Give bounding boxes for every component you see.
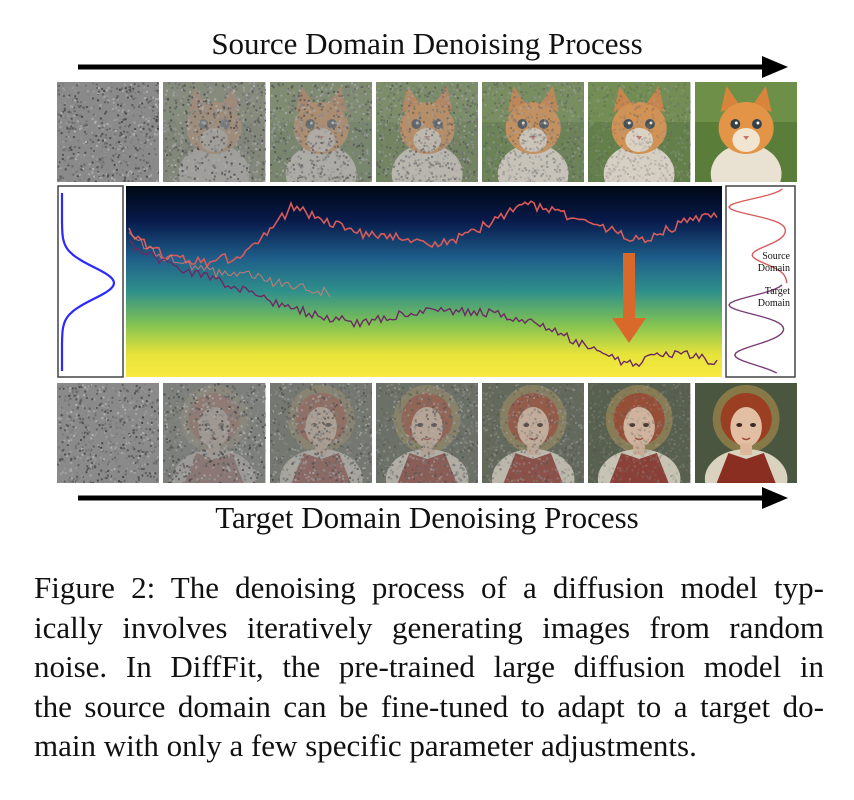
target-distribution-curve (728, 284, 785, 374)
distribution-panel: Source Domain Target Domain (57, 185, 797, 380)
denoising-step-image (482, 82, 585, 182)
target-process-title: Target Domain Denoising Process (215, 500, 639, 535)
denoising-step-image (269, 82, 372, 182)
denoising-step-image (588, 82, 691, 182)
figure-caption: Figure 2: The denoising process of a dif… (34, 568, 824, 766)
denoising-step-image (163, 383, 266, 483)
denoising-step-image (482, 383, 585, 483)
source-trajectory (128, 200, 718, 269)
denoising-step-image (694, 82, 797, 182)
legend-source-line1: Source (762, 251, 790, 262)
source-image-strip (57, 82, 797, 182)
caption-line: ically involves iteratively generating i… (34, 609, 824, 645)
target-trajectory (128, 239, 718, 368)
latent-gradient (126, 186, 722, 377)
denoising-step-image (57, 383, 160, 483)
caption-line: the source domain can be fine-tuned to a… (34, 688, 824, 724)
denoising-step-image (588, 383, 691, 483)
target-process-arrow (78, 487, 788, 509)
source-process-arrow (78, 56, 788, 78)
domain-distribution-plot: Source Domain Target Domain (725, 185, 796, 378)
legend-target-line1: Target (765, 286, 790, 297)
legend-source-line2: Domain (758, 263, 790, 274)
source-process-title: Source Domain Denoising Process (211, 26, 643, 61)
denoising-step-image (269, 383, 372, 483)
denoising-step-image (375, 383, 479, 483)
target-image-strip (57, 383, 797, 483)
denoising-step-image (57, 82, 160, 182)
legend-target-line2: Domain (758, 298, 790, 309)
denoising-step-image (694, 383, 797, 483)
denoising-step-image (375, 82, 479, 182)
caption-line: Figure 2: The denoising process of a dif… (34, 570, 824, 605)
domain-shift-arrow (612, 253, 646, 343)
caption-line: noise. In DiffFit, the pre-trained large… (34, 649, 824, 684)
denoising-step-image (163, 82, 266, 182)
source-distribution-curve (728, 188, 788, 284)
caption-line: main with only a few specific parameter … (34, 728, 697, 763)
source-gaussian-plot (57, 185, 124, 378)
